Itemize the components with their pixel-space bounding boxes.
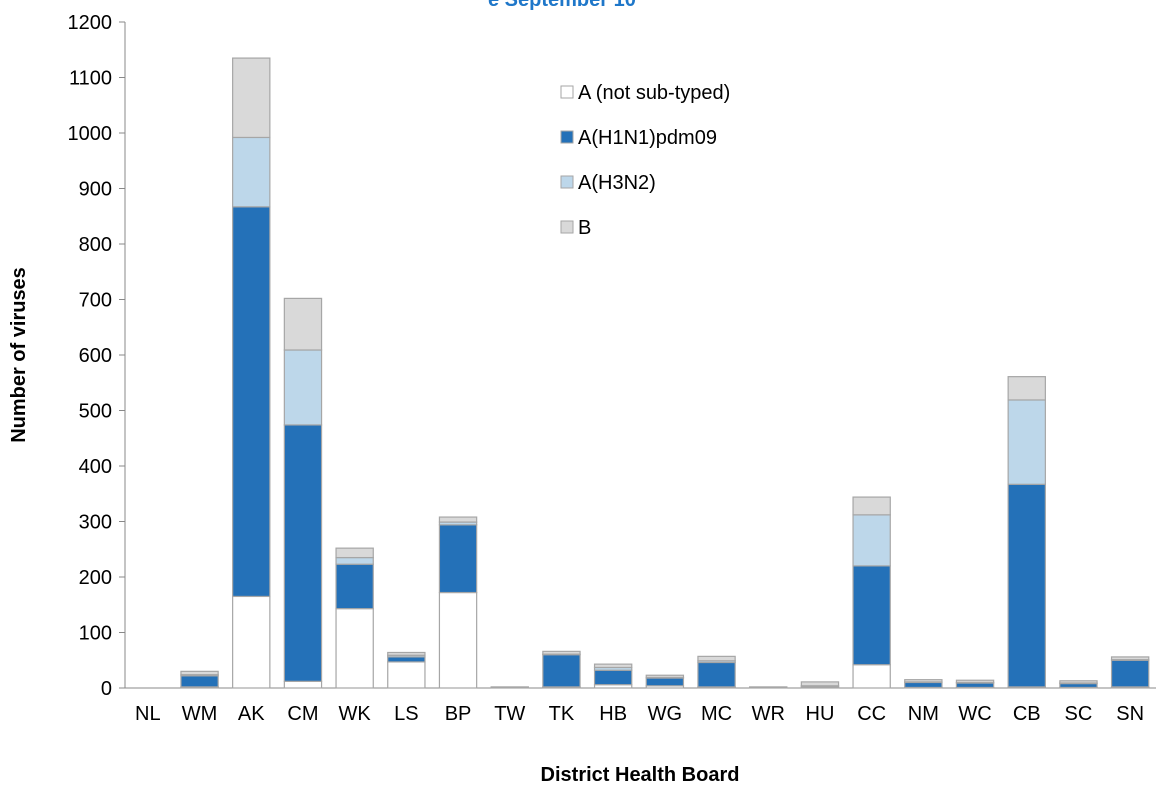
- y-tick-label: 800: [79, 234, 112, 256]
- y-tick-label: 1200: [68, 12, 113, 34]
- bar-segment: [387, 656, 426, 663]
- x-tick-label: WC: [958, 703, 991, 725]
- bar-segment: [438, 524, 478, 594]
- bar-segment: [542, 650, 581, 655]
- bar-segment: [800, 681, 840, 687]
- bar-segment: [490, 686, 529, 689]
- bar-segment: [438, 516, 478, 523]
- y-tick-label: 1100: [69, 68, 112, 90]
- legend-label: B: [578, 217, 591, 239]
- bar-segment: [904, 679, 943, 683]
- x-tick-label: CB: [1013, 703, 1041, 725]
- x-tick-label: WK: [339, 703, 372, 725]
- x-tick-label: WG: [648, 703, 682, 725]
- bar-segment: [335, 608, 374, 689]
- legend-label: A (not sub-typed): [578, 82, 730, 104]
- chart-title: e September 10: [488, 0, 636, 11]
- y-tick-label: 200: [79, 567, 112, 589]
- bar-segment: [593, 669, 633, 686]
- bar-segment: [904, 681, 943, 689]
- bar-segment: [1110, 659, 1150, 688]
- bar-segment: [749, 686, 788, 689]
- bar-segment: [438, 591, 478, 689]
- bar-segment: [645, 677, 685, 687]
- bar-segment: [387, 661, 426, 689]
- x-tick-label: SC: [1065, 703, 1093, 725]
- bar-segment: [180, 675, 219, 688]
- y-tick-label: 100: [79, 623, 112, 645]
- bar-segment: [1110, 656, 1150, 661]
- bar-segment: [387, 651, 426, 656]
- bar-segment: [697, 655, 736, 662]
- y-tick-label: 300: [79, 512, 112, 534]
- bar-segment: [955, 679, 995, 684]
- x-tick-label: LS: [394, 703, 418, 725]
- bar-segment: [335, 547, 374, 559]
- bar-segment: [645, 674, 685, 679]
- bar-segment: [852, 514, 891, 567]
- bar-segment: [232, 57, 271, 139]
- x-tick-label: HU: [806, 703, 835, 725]
- bar-segment: [852, 496, 891, 516]
- y-axis-label: Number of viruses: [8, 267, 30, 443]
- bar-segment: [283, 680, 323, 689]
- bar-segment: [335, 556, 374, 565]
- bar-segment: [593, 663, 633, 669]
- bar-segment: [1059, 680, 1098, 684]
- bar-segment: [283, 349, 323, 426]
- bar-segment: [542, 654, 581, 688]
- bar-segment: [852, 565, 891, 666]
- y-tick-label: 700: [79, 290, 112, 312]
- x-tick-label: WR: [752, 703, 785, 725]
- bar-segment: [1007, 483, 1046, 688]
- x-tick-label: CC: [857, 703, 886, 725]
- bar-segment: [232, 136, 271, 208]
- y-tick-label: 0: [101, 678, 112, 700]
- x-tick-label: TK: [549, 703, 575, 725]
- y-tick-label: 400: [79, 456, 112, 478]
- legend-label: A(H3N2): [578, 172, 656, 194]
- x-tick-label: WM: [182, 703, 218, 725]
- x-tick-label: TW: [494, 703, 525, 725]
- bar-segment: [697, 661, 736, 688]
- bar-segment: [283, 297, 323, 351]
- bar-segment: [955, 682, 995, 689]
- x-tick-label: NM: [908, 703, 939, 725]
- bar-segment: [852, 664, 891, 689]
- y-tick-label: 600: [79, 345, 112, 367]
- x-tick-label: NL: [135, 703, 161, 725]
- x-tick-label: MC: [701, 703, 732, 725]
- bar-segment: [335, 563, 374, 610]
- y-tick-label: 900: [79, 179, 112, 201]
- bar-segment: [232, 595, 271, 689]
- x-tick-label: SN: [1116, 703, 1144, 725]
- y-tick-label: 500: [79, 401, 112, 423]
- bar-segment: [232, 206, 271, 598]
- bar-segment: [283, 424, 323, 682]
- y-tick-label: 1000: [68, 123, 113, 145]
- x-tick-label: AK: [238, 703, 265, 725]
- x-tick-label: CM: [287, 703, 318, 725]
- bar-segment: [1007, 376, 1046, 401]
- legend-swatch: [560, 85, 574, 99]
- legend-label: A(H1N1)pdm09: [578, 127, 717, 149]
- bar-segment: [180, 670, 219, 676]
- legend-swatch: [560, 130, 574, 144]
- x-tick-label: BP: [445, 703, 472, 725]
- legend-swatch: [560, 220, 574, 234]
- bar-segment: [1007, 399, 1046, 485]
- x-axis-label: District Health Board: [541, 764, 740, 786]
- x-tick-label: HB: [599, 703, 627, 725]
- legend-swatch: [560, 175, 574, 189]
